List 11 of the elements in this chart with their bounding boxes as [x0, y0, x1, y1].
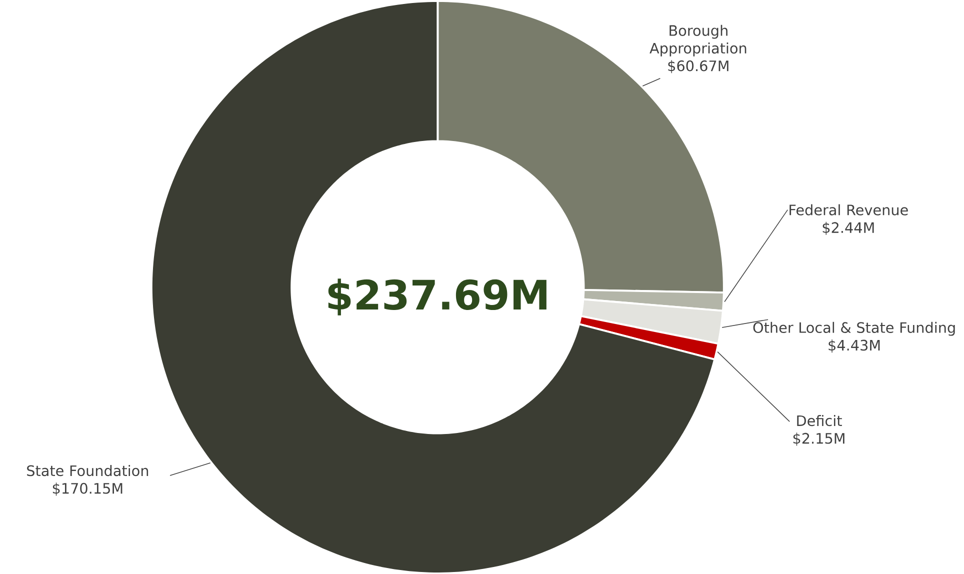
- slice-label: Other Local & State Funding: [753, 322, 955, 336]
- data-label: $2.44M: [822, 222, 874, 235]
- text: $237.69M: [328, 278, 546, 316]
- data-label: $2.15M: [793, 432, 844, 446]
- data-label: $170.15M: [52, 482, 122, 496]
- legend-label: State Foundation: [27, 464, 148, 476]
- slice-label: Federal Revenue: [790, 204, 908, 216]
- slice-label: Deficit: [797, 414, 842, 426]
- slice-label: Borough Appropriation: [650, 24, 746, 56]
- data-label: $60.67M: [668, 60, 728, 73]
- data-label: $4.43M: [828, 339, 880, 352]
